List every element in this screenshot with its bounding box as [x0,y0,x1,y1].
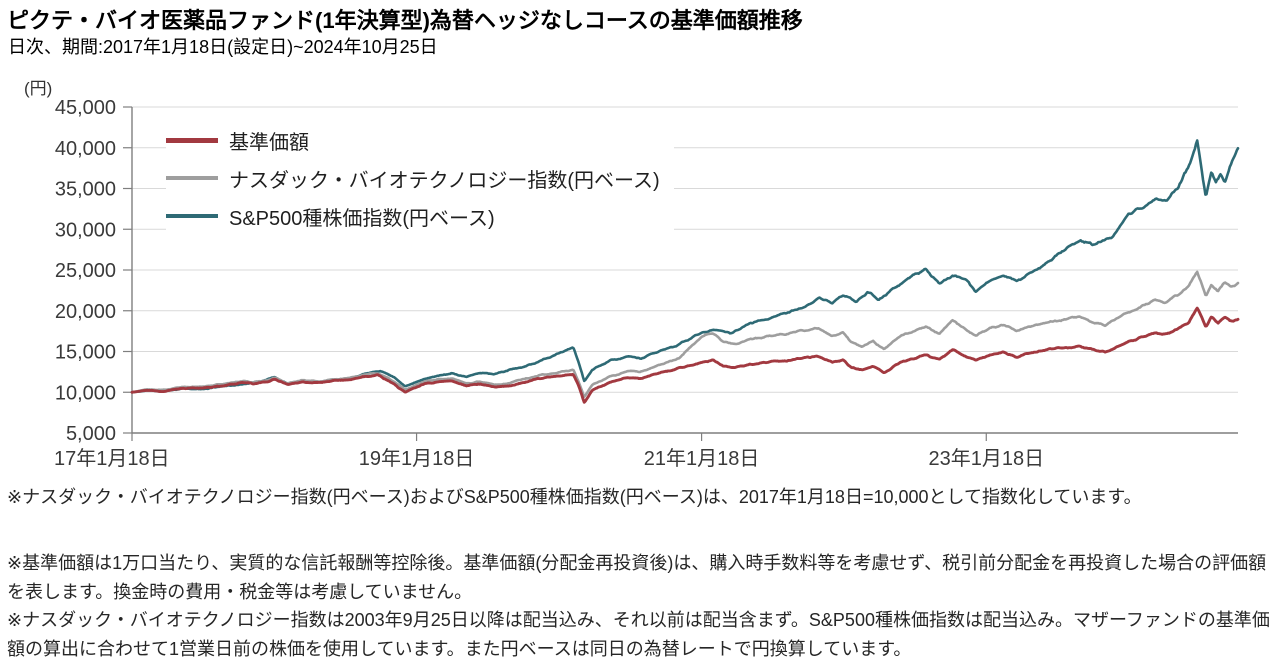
y-tick-label: 5,000 [66,423,116,445]
y-tick-label: 35,000 [55,179,116,201]
page-title: ピクテ・バイオ医薬品ファンド(1年決算型)為替ヘッジなしコースの基準価額推移 [7,8,803,33]
y-tick-label: 25,000 [55,260,116,282]
series-line-1 [130,270,1240,399]
chart-canvas: 5,000 10,000 15,000 20,000 25,000 30,000 35,00… [54,97,1240,470]
chart-subtitle: 日次、期間:2017年1月18日(設定日)~2024年10月25日 [8,37,438,57]
x-tick-label: 23年1月18日 [928,447,1044,470]
footnote-nav-note: ※基準価額は1万口当たり、実質的な信託報酬等控除後。基準価額(分配金再投資後)は… [7,553,1267,602]
legend-label-nav: 基準価額 [229,131,309,154]
legend-item-sp500: S&P500種株価指数(円ベース) [166,197,660,235]
footnote-block: ※基準価額は1万口当たり、実質的な信託報酬等控除後。基準価額(分配金再投資後)は… [7,549,1277,663]
y-tick-label: 30,000 [55,219,116,241]
y-tick-label: 40,000 [55,138,116,160]
legend-swatch-nbi [166,176,218,180]
legend-swatch-sp500 [166,214,218,218]
legend-item-nav: 基準価額 [166,121,660,159]
legend-label-sp500: S&P500種株価指数(円ベース) [229,207,495,230]
y-tick-label: 45,000 [55,97,116,119]
y-axis-unit-label: (円) [24,79,53,98]
legend-label-nbi: ナスダック・バイオテクノロジー指数(円ベース) [229,169,660,192]
footnote-index-note: ※ナスダック・バイオテクノロジー指数(円ベース)およびS&P500種株価指数(円… [7,487,1142,507]
chart-legend: 基準価額 ナスダック・バイオテクノロジー指数(円ベース) S&P500種株価指数… [166,119,674,237]
y-tick-label: 15,000 [55,342,116,364]
y-tick-label: 10,000 [55,382,116,404]
x-tick-label: 19年1月18日 [359,447,475,470]
x-tick-label: 21年1月18日 [644,447,760,470]
legend-item-nbi: ナスダック・バイオテクノロジー指数(円ベース) [166,159,660,197]
legend-swatch-nav [166,137,218,143]
series-line-0 [130,306,1240,404]
y-tick-label: 20,000 [55,301,116,323]
x-tick-label: 17年1月18日 [54,447,170,470]
footnote-calc-note: ※ナスダック・バイオテクノロジー指数は2003年9月25日以降は配当込み、それ以… [7,610,1270,659]
